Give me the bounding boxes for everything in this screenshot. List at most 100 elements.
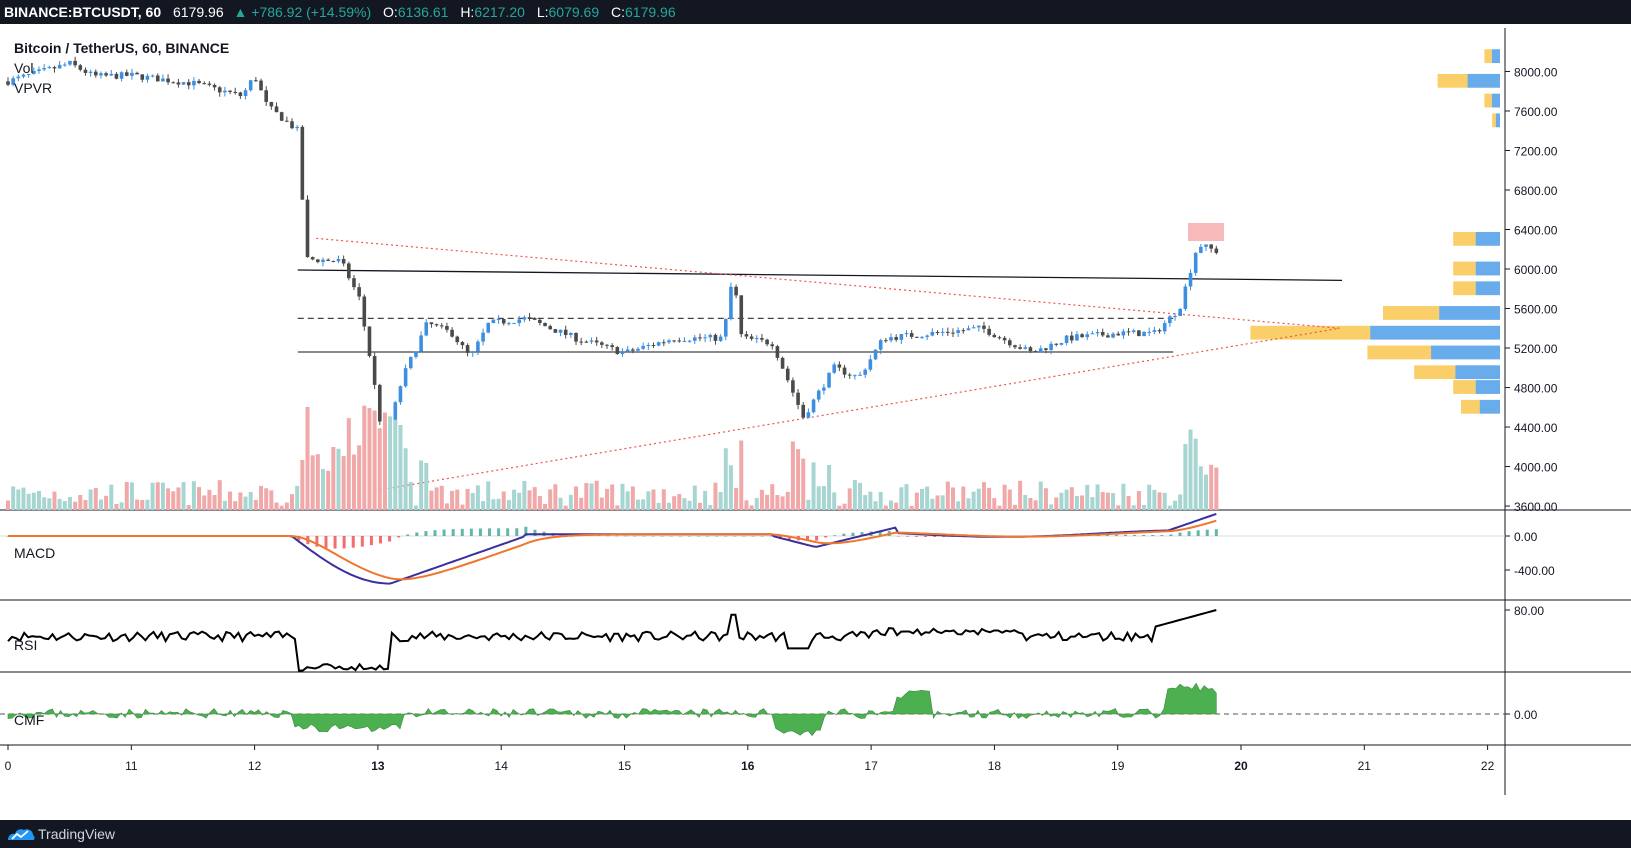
vp-bar-yellow [1453, 380, 1476, 394]
volume-bar [1204, 474, 1209, 510]
price-tick-label: 4800.00 [1514, 382, 1558, 396]
macd-histogram-bar [633, 535, 637, 537]
volume-bar [1162, 492, 1167, 510]
candle-body [569, 332, 573, 336]
macd-histogram-bar [896, 536, 900, 537]
volume-bar [635, 499, 640, 510]
candle-body [6, 81, 10, 85]
volume-bar [1090, 497, 1095, 510]
candle-body [99, 73, 103, 76]
candle-body [1002, 337, 1007, 341]
candle-body [1193, 252, 1198, 273]
candle-body [636, 348, 640, 351]
candle-body [682, 340, 687, 342]
volume-bar [207, 489, 212, 510]
candle-body [238, 92, 243, 97]
candle-body [899, 334, 904, 340]
volume-bar [1069, 487, 1074, 510]
volume-legend[interactable]: Vol [14, 60, 34, 76]
macd-histogram-bar [388, 536, 392, 542]
symbol-name[interactable]: BINANCE:BTCUSDT, 60 [4, 4, 162, 20]
volume-bar [992, 498, 997, 510]
volume-bar [377, 428, 382, 510]
vpvr-legend[interactable]: VPVR [14, 80, 53, 96]
macd-histogram-bar [615, 535, 619, 537]
price-tick-label: 6800.00 [1514, 184, 1558, 198]
candle-body [460, 342, 465, 346]
candle-body [1007, 340, 1012, 346]
price-tick-label: 5200.00 [1514, 342, 1558, 356]
price-tick-label: 8000.00 [1514, 65, 1558, 79]
volume-bar [460, 504, 465, 510]
macd-histogram-bar [706, 535, 710, 537]
candle-body [909, 333, 914, 337]
volume-bar [703, 490, 708, 510]
candle-body [574, 332, 578, 342]
low-value: 6079.69 [548, 4, 600, 20]
volume-bar [1095, 484, 1100, 510]
volume-bar [806, 499, 811, 510]
volume-bar [1152, 489, 1157, 510]
macd-label[interactable]: MACD [14, 545, 56, 561]
candle-body [68, 60, 72, 65]
macd-histogram-bar [433, 530, 437, 536]
macd-histogram-bar [524, 526, 528, 536]
volume-bar [398, 424, 403, 510]
candle-body [1121, 331, 1126, 336]
candle-body [992, 334, 997, 338]
tradingview-brand[interactable]: TradingView [38, 826, 116, 842]
candle-body [507, 323, 511, 325]
volume-bar [981, 482, 986, 510]
price-chart[interactable]: 8000.00 7600.00 7200.00 6800.00 6400.00 6000.… [0, 26, 1631, 821]
rsi-tick-label: 80.00 [1514, 604, 1544, 618]
open-label: O: [383, 4, 398, 20]
volume-bar [796, 449, 801, 510]
tradingview-logo-icon[interactable] [6, 826, 36, 842]
volume-bar [336, 448, 341, 510]
vp-bar-blue [1455, 365, 1500, 380]
candle-body [589, 340, 594, 342]
volume-bar [450, 490, 455, 510]
volume-bar [759, 489, 764, 510]
volume-bar [295, 485, 300, 510]
candle-body [853, 375, 857, 377]
last-price: 6179.96 [173, 4, 224, 20]
volume-bar [21, 487, 26, 510]
chart-title: Bitcoin / TetherUS, 60, BINANCE [14, 40, 230, 56]
candle-body [971, 327, 976, 329]
volume-bar [976, 488, 981, 510]
candle-body [977, 325, 981, 328]
candle-body [150, 75, 155, 77]
volume-bar [31, 492, 36, 510]
rsi-label[interactable]: RSI [14, 637, 38, 653]
candle-body [1131, 330, 1136, 333]
candle-body [868, 359, 873, 370]
volume-bar [47, 498, 52, 510]
candle-body [538, 319, 542, 323]
volume-bar [310, 455, 315, 510]
macd-histogram-bar [342, 536, 346, 549]
volume-bar [852, 480, 857, 510]
candle-body [11, 78, 15, 85]
candle-body [987, 328, 991, 335]
cmf-label[interactable]: CMF [14, 712, 45, 728]
signal-line [8, 519, 1217, 581]
macd-histogram-bar [406, 534, 410, 536]
volume-bar [553, 484, 558, 510]
volume-bar [362, 405, 367, 510]
volume-bar [439, 485, 444, 510]
volume-bar [966, 498, 971, 510]
candle-body [718, 336, 723, 341]
macd-histogram-bar [924, 536, 928, 537]
volume-bar [821, 486, 826, 510]
candle-body [486, 322, 491, 333]
candle-body [791, 380, 795, 393]
volume-bar [16, 489, 21, 510]
macd-histogram-bar [424, 531, 428, 536]
candle-body [615, 347, 620, 354]
candle-body [124, 72, 129, 76]
volume-bar [734, 488, 739, 510]
candle-body [1106, 335, 1110, 338]
candle-body [858, 374, 862, 376]
candle-body [424, 322, 429, 336]
